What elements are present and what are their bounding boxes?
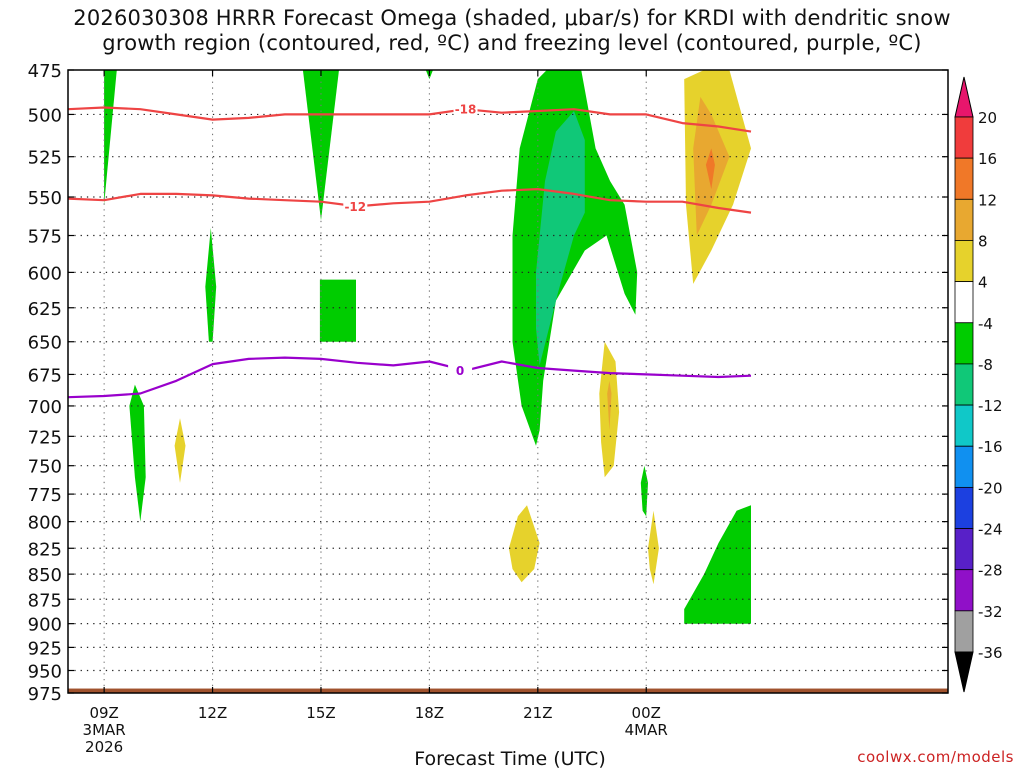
plot-frame: [67, 69, 949, 694]
y-tick-label-775: 775: [28, 485, 62, 506]
colorbar-band-12: [954, 610, 974, 653]
colorbar-label-1: 16: [978, 150, 997, 168]
y-tick-label-975: 975: [28, 684, 62, 705]
y-tick-label-825: 825: [28, 539, 62, 560]
colorbar-label-2: 12: [978, 191, 997, 209]
contour-label-1: -12: [344, 200, 366, 214]
x-tick-label-3-0: 18Z: [415, 704, 444, 722]
x-tick-label-0-2: 2026: [85, 738, 123, 756]
y-tick-label-925: 925: [28, 638, 62, 659]
omega-region-8: [684, 505, 751, 624]
colorbar-top-arrow: [954, 76, 974, 118]
colorbar-label-10: -24: [978, 521, 1003, 539]
colorbar-label-3: 8: [978, 232, 988, 250]
y-tick-label-600: 600: [28, 263, 62, 284]
omega-region-9: [536, 111, 585, 366]
x-tick-label-0-0: 09Z: [89, 704, 118, 722]
contour-label-bg-0: [453, 102, 478, 116]
contour-label-bg-2: [448, 363, 473, 377]
y-tick-label-475: 475: [28, 61, 62, 82]
colorbar-label-7: -12: [978, 397, 1003, 415]
colorbar-label-6: -8: [978, 356, 993, 374]
y-tick-label-700: 700: [28, 397, 62, 418]
y-tick-label-900: 900: [28, 615, 62, 636]
colorbar-label-4: 4: [978, 274, 988, 292]
y-tick-label-750: 750: [28, 457, 62, 478]
y-tick-label-525: 525: [28, 148, 62, 169]
x-axis-label: Forecast Time (UTC): [414, 748, 605, 768]
y-tick-label-550: 550: [28, 188, 62, 209]
x-tick-label-1-0: 12Z: [198, 704, 227, 722]
y-tick-label-575: 575: [28, 227, 62, 248]
x-tick-label-4-0: 21Z: [523, 704, 552, 722]
x-tick-label-2-0: 15Z: [306, 704, 335, 722]
colorbar-label-8: -16: [978, 438, 1003, 456]
colorbar-band-11: [954, 569, 974, 612]
omega-region-1: [302, 70, 339, 221]
contour-2: [68, 356, 752, 399]
colorbar-label-13: -36: [978, 644, 1003, 662]
omega-region-7: [640, 465, 648, 517]
x-tick-label-5-1: 4MAR: [625, 721, 668, 739]
contour-0: [68, 106, 752, 133]
y-tick-label-625: 625: [28, 299, 62, 320]
omega-region-13: [174, 418, 186, 483]
colorbar-band-0: [954, 116, 974, 159]
y-tick-label-500: 500: [28, 105, 62, 126]
colorbar-band-7: [954, 404, 974, 447]
colorbar-bottom-arrow: [954, 651, 974, 693]
omega-region-17: [648, 510, 659, 585]
title-line-2: growth region (contoured, red, ºC) and f…: [102, 31, 922, 55]
omega-region-5: [129, 384, 146, 522]
colorbar-label-12: -32: [978, 603, 1003, 621]
colorbar-band-4: [954, 281, 974, 324]
omega-shading: [68, 70, 948, 693]
omega-region-3: [205, 228, 217, 342]
contour-label-0: -18: [455, 103, 477, 117]
colorbar-label-11: -28: [978, 562, 1003, 580]
y-tick-label-950: 950: [28, 661, 62, 682]
contour-label-bg-1: [343, 199, 368, 213]
colorbar-band-3: [954, 240, 974, 283]
omega-region-12: [705, 148, 715, 190]
contour-1: [68, 188, 752, 214]
omega-region-4: [319, 279, 356, 342]
x-tick-label-0-1: 3MAR: [83, 721, 126, 739]
colorbar: 20 16 12 8 4 -4 -8 -12 -16 -20 -24 -28 -32 -36: [954, 76, 1003, 693]
colorbar-band-9: [954, 486, 974, 529]
y-tick-label-875: 875: [28, 590, 62, 611]
watermark: coolwx.com/models: [857, 748, 1014, 766]
terrain-band: [68, 688, 948, 693]
colorbar-band-1: [954, 157, 974, 200]
y-tick-label-800: 800: [28, 513, 62, 534]
contour-label-2: 0: [456, 364, 464, 378]
colorbar-label-9: -20: [978, 479, 1003, 497]
y-tick-label-725: 725: [28, 427, 62, 448]
colorbar-band-6: [954, 363, 974, 406]
x-tick-label-5-0: 00Z: [632, 704, 661, 722]
colorbar-label-5: -4: [978, 315, 993, 333]
y-tick-label-675: 675: [28, 365, 62, 386]
omega-region-16: [508, 505, 540, 583]
omega-region-0: [104, 70, 117, 205]
colorbar-band-10: [954, 528, 974, 571]
axes: 475 500 525 550 575 600 625 650 675 700 725 750 775 8…: [28, 61, 949, 756]
colorbar-band-5: [954, 322, 974, 365]
omega-region-15: [607, 380, 612, 431]
omega-region-6: [512, 70, 638, 446]
colorbar-band-2: [954, 198, 974, 241]
y-tick-label-650: 650: [28, 333, 62, 354]
grid-lines: [68, 70, 948, 693]
colorbar-band-8: [954, 445, 974, 488]
colorbar-label-0: 20: [978, 109, 997, 127]
chart-title: 2026030308 HRRR Forecast Omega (shaded, …: [0, 6, 1024, 56]
contour-lines: -18 -12 0: [68, 102, 752, 399]
title-line-1: 2026030308 HRRR Forecast Omega (shaded, …: [73, 6, 951, 30]
y-tick-label-850: 850: [28, 565, 62, 586]
